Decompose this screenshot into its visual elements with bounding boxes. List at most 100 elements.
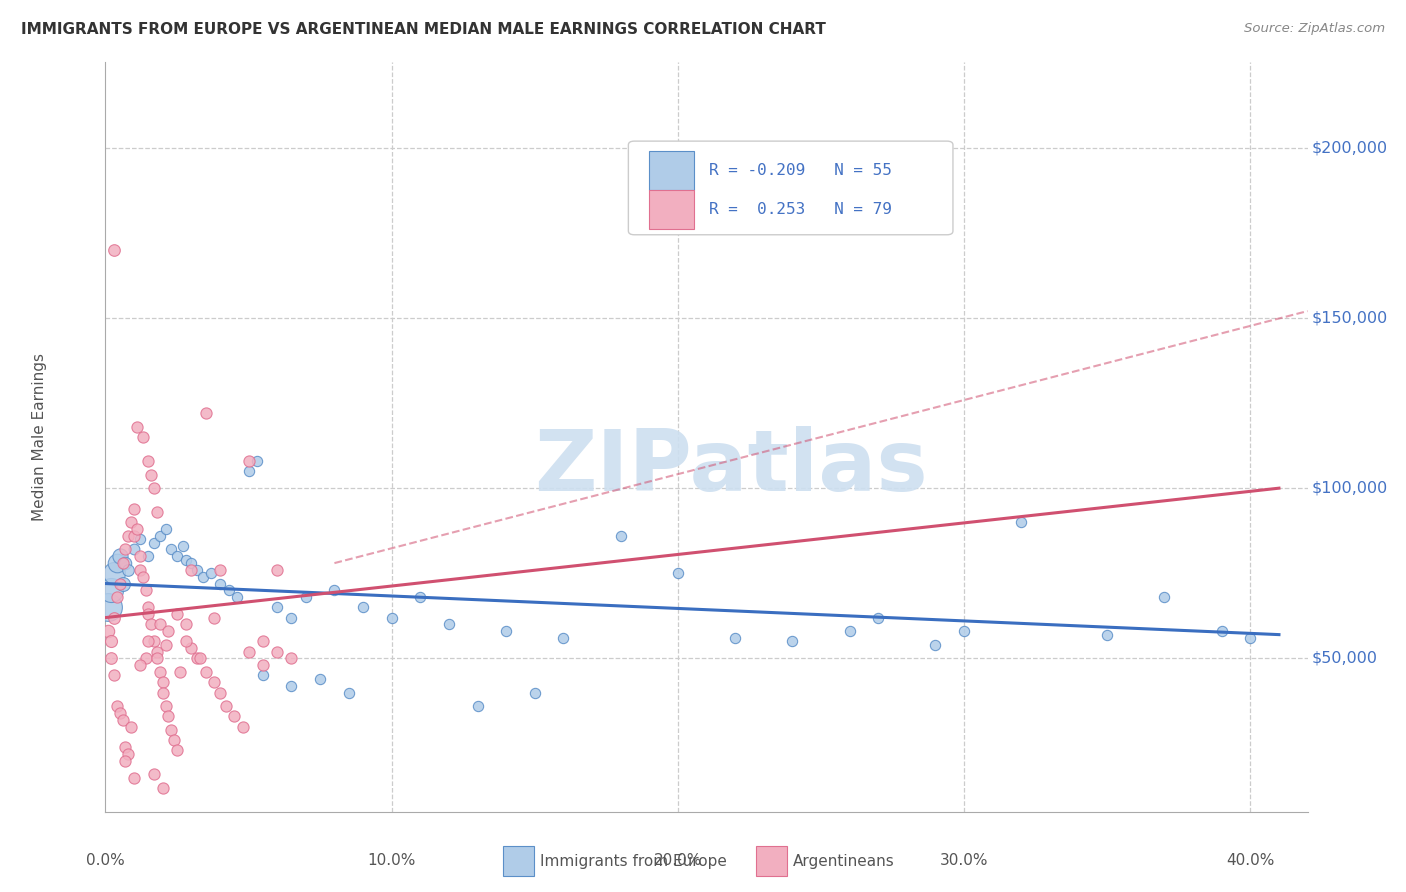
Text: 10.0%: 10.0% [367, 853, 416, 868]
Point [117, 563, 139, 577]
Point [246, 454, 269, 468]
Point [125, 420, 148, 434]
Point [323, 583, 346, 598]
Text: 0.0%: 0.0% [86, 853, 125, 868]
Point [111, 576, 134, 591]
Point [1095, 627, 1118, 641]
Point [782, 634, 804, 648]
Point [409, 590, 432, 604]
Text: Source: ZipAtlas.com: Source: ZipAtlas.com [1244, 22, 1385, 36]
Point [141, 467, 163, 482]
Point [169, 665, 191, 679]
Point [437, 617, 460, 632]
Point [100, 583, 122, 598]
Point [138, 607, 160, 622]
Point [295, 590, 318, 604]
Text: $200,000: $200,000 [1312, 140, 1388, 155]
Point [186, 563, 208, 577]
Text: Immigrants from Europe: Immigrants from Europe [540, 855, 727, 869]
Text: R = -0.209   N = 55: R = -0.209 N = 55 [709, 163, 891, 178]
Point [155, 522, 177, 536]
Point [157, 624, 180, 639]
Point [1010, 515, 1032, 529]
Text: Median Male Earnings: Median Male Earnings [32, 353, 46, 521]
Point [114, 739, 136, 754]
Point [143, 535, 166, 549]
Point [152, 685, 174, 699]
Point [103, 566, 125, 581]
Point [1239, 631, 1261, 645]
Point [138, 634, 160, 648]
Point [200, 566, 222, 581]
Point [135, 583, 157, 598]
Point [188, 651, 211, 665]
Text: $50,000: $50,000 [1312, 651, 1378, 666]
Point [252, 658, 274, 673]
Point [111, 713, 134, 727]
Point [180, 641, 202, 656]
Point [174, 552, 197, 566]
Point [128, 658, 150, 673]
Point [194, 406, 217, 420]
Point [152, 675, 174, 690]
Point [218, 583, 240, 598]
Point [266, 563, 288, 577]
Point [114, 542, 136, 557]
Point [122, 542, 145, 557]
Point [352, 600, 374, 615]
Point [553, 631, 575, 645]
Point [114, 556, 136, 570]
FancyBboxPatch shape [648, 190, 695, 229]
Point [924, 638, 946, 652]
Point [266, 600, 288, 615]
Point [125, 522, 148, 536]
FancyBboxPatch shape [628, 141, 953, 235]
Point [157, 709, 180, 723]
Point [174, 617, 197, 632]
FancyBboxPatch shape [648, 152, 695, 190]
Point [724, 631, 747, 645]
Point [120, 720, 142, 734]
Point [155, 638, 177, 652]
Point [191, 570, 214, 584]
Point [100, 634, 122, 648]
Point [128, 563, 150, 577]
Point [117, 747, 139, 761]
Point [128, 533, 150, 547]
Text: 30.0%: 30.0% [939, 853, 988, 868]
Point [224, 709, 246, 723]
Point [166, 607, 188, 622]
Point [172, 539, 194, 553]
Point [1211, 624, 1233, 639]
Point [131, 570, 153, 584]
Point [166, 743, 188, 757]
Point [138, 549, 160, 564]
Point [174, 634, 197, 648]
Point [252, 668, 274, 682]
Point [146, 651, 169, 665]
Point [495, 624, 517, 639]
Point [232, 720, 254, 734]
Point [155, 699, 177, 714]
Point [105, 556, 128, 570]
Text: Argentineans: Argentineans [793, 855, 894, 869]
Point [160, 542, 183, 557]
Text: IMMIGRANTS FROM EUROPE VS ARGENTINEAN MEDIAN MALE EARNINGS CORRELATION CHART: IMMIGRANTS FROM EUROPE VS ARGENTINEAN ME… [21, 22, 825, 37]
Point [266, 645, 288, 659]
Point [180, 563, 202, 577]
Point [208, 563, 231, 577]
Point [108, 549, 131, 564]
Point [138, 600, 160, 615]
Point [337, 685, 360, 699]
Point [280, 651, 302, 665]
Point [120, 515, 142, 529]
Point [128, 549, 150, 564]
Point [97, 624, 120, 639]
Point [238, 454, 260, 468]
Text: 40.0%: 40.0% [1226, 853, 1274, 868]
Point [194, 665, 217, 679]
Point [202, 610, 225, 624]
Point [180, 556, 202, 570]
Point [105, 590, 128, 604]
Text: 20.0%: 20.0% [654, 853, 702, 868]
